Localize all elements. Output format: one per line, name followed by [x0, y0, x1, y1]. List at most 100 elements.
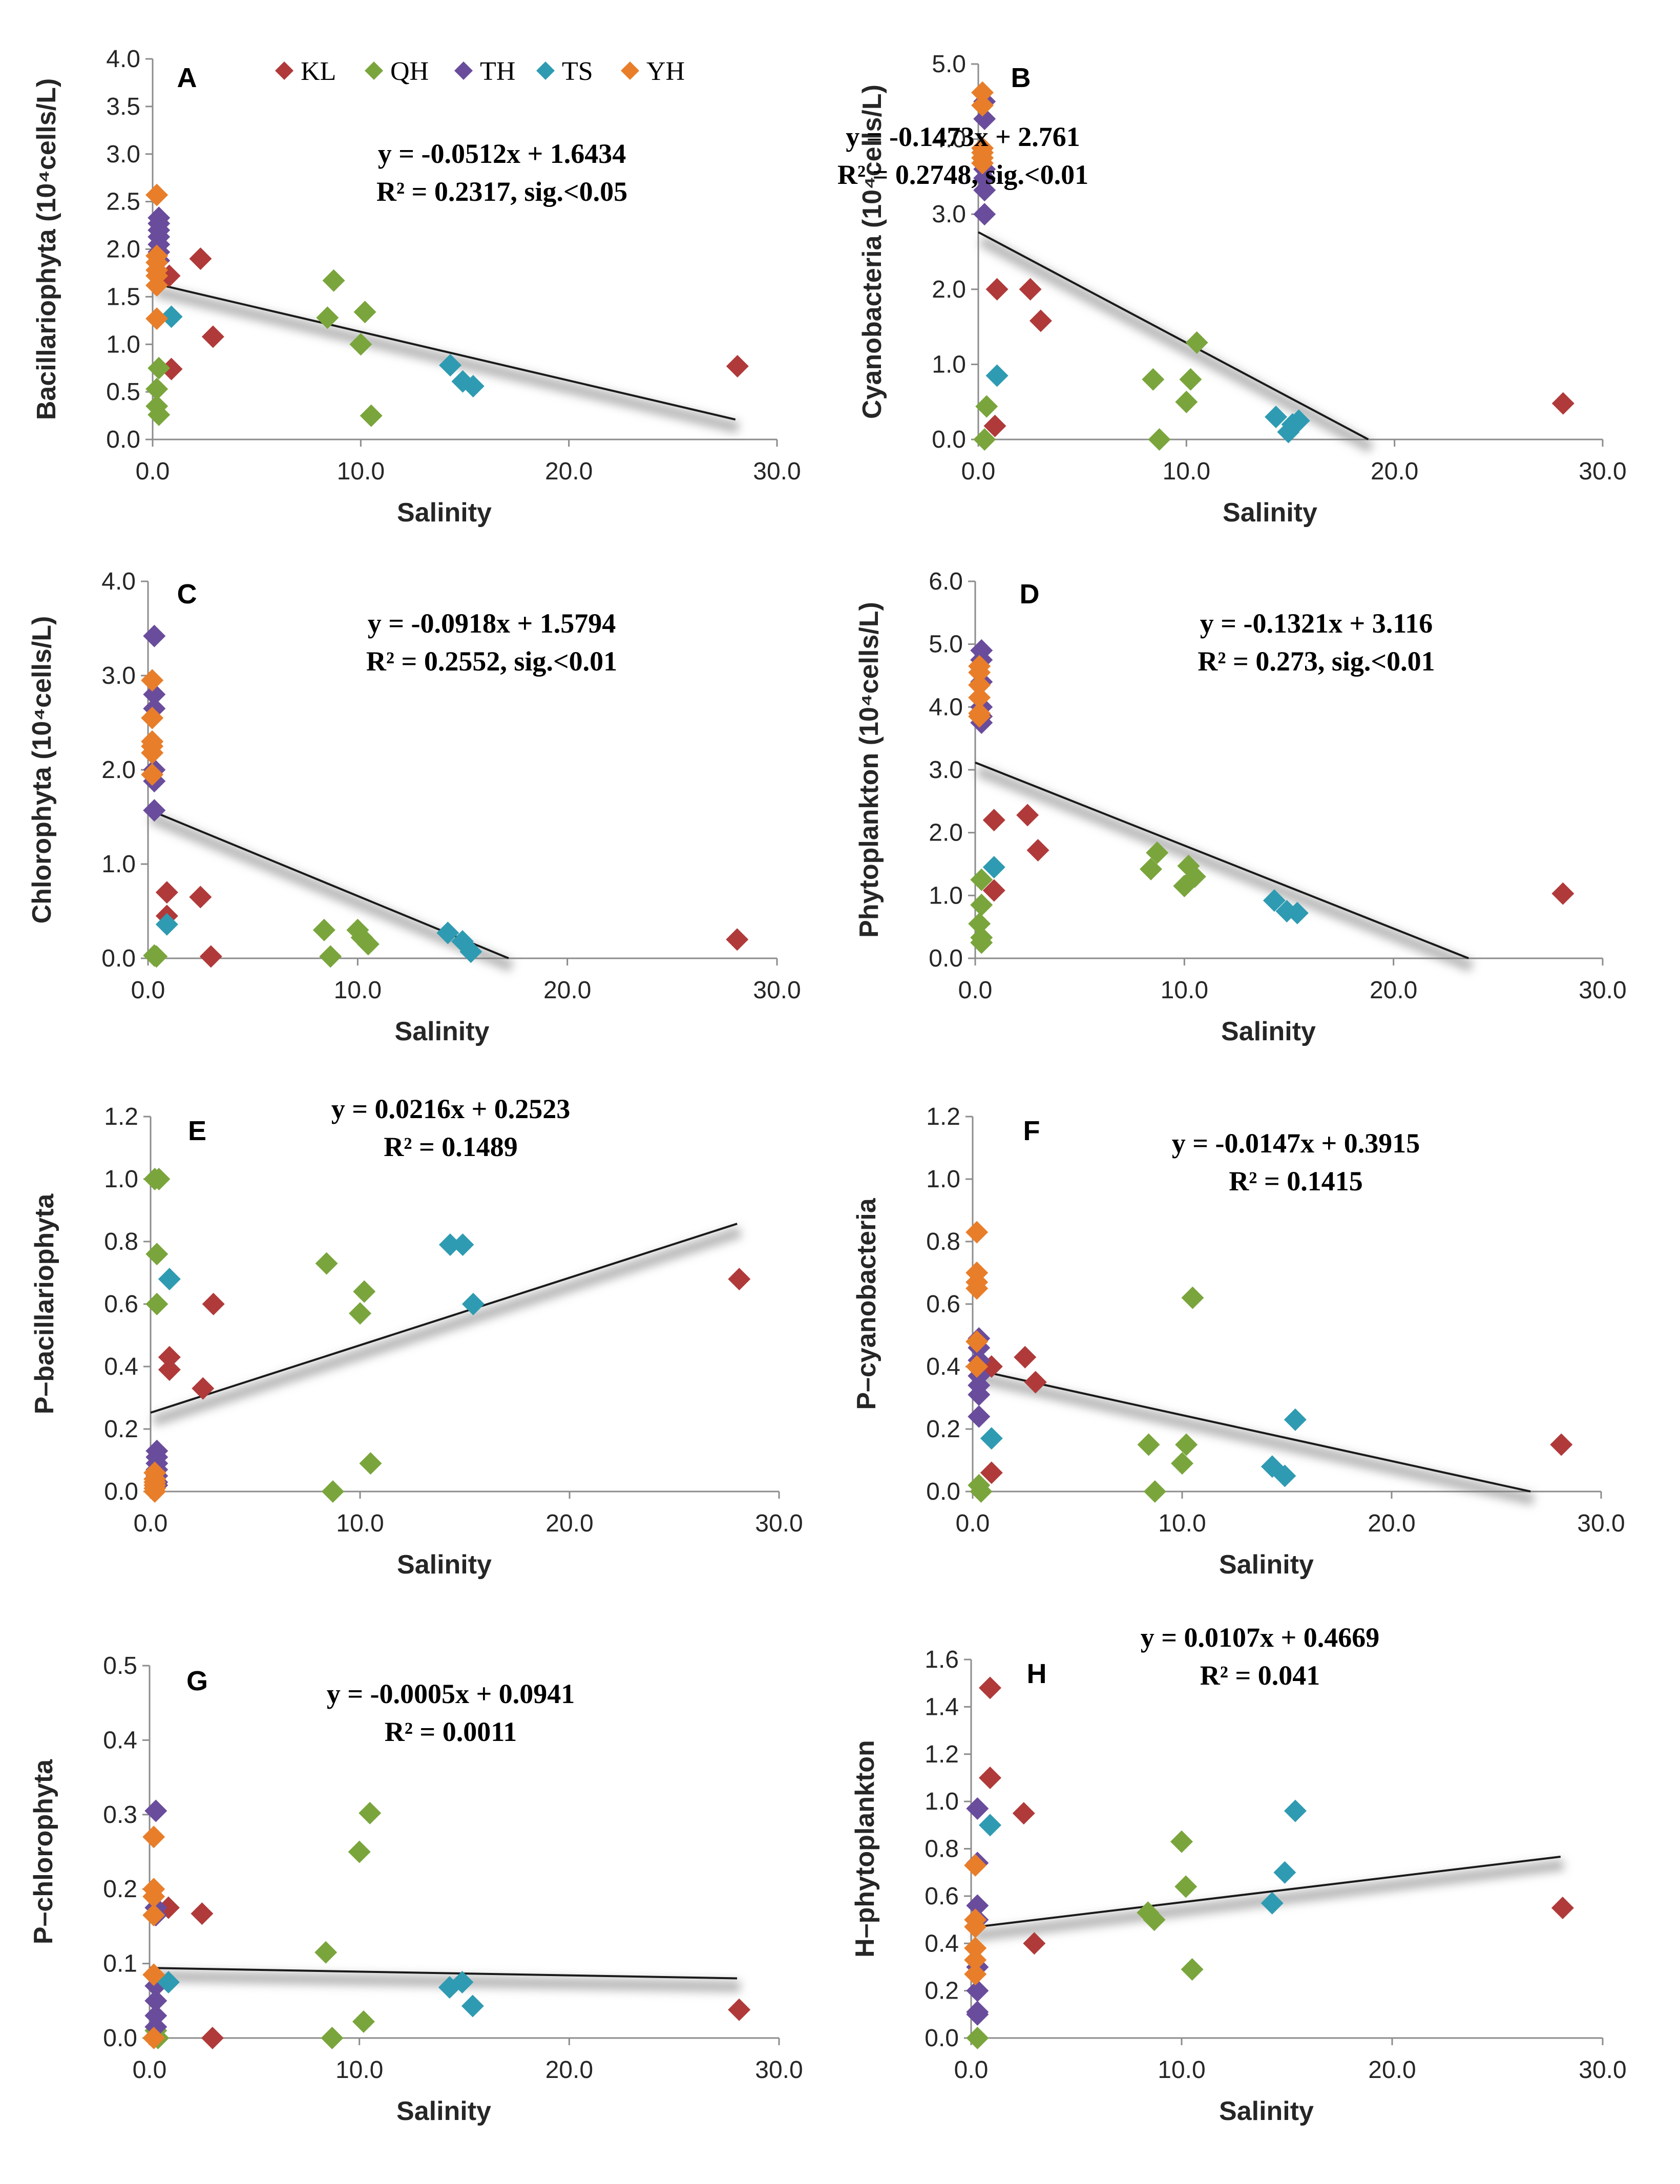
data-point-yh: [142, 2027, 165, 2049]
data-point-qh: [1137, 1433, 1160, 1456]
data-point-kl: [1551, 1896, 1574, 1919]
x-tick-label: 10.0: [336, 1510, 384, 1537]
data-point-ts: [459, 940, 482, 963]
legend-item-qh: QH: [365, 57, 429, 86]
data-point-yh: [971, 152, 994, 175]
y-tick-label: 3.0: [106, 141, 140, 168]
r-squared-label: R² = 0.2317, sig.<0.05: [376, 176, 627, 207]
data-point-ts: [451, 1970, 474, 1993]
regression-equation: y = -0.1473x + 2.761: [846, 121, 1080, 152]
data-point-kl: [189, 886, 212, 909]
x-tick-label: 0.0: [956, 1510, 990, 1537]
y-tick-label: 1.5: [106, 283, 140, 310]
data-point-th: [966, 2003, 989, 2026]
regression-equation: y = -0.0005x + 0.0941: [327, 1678, 575, 1709]
data-point-yh: [143, 1480, 166, 1503]
chart-panel-e: 0.0 0.2 0.4 0.6 0.8 1.0 1.2 0.0 10.0 20.0 30.0 Sali…: [30, 1094, 803, 1580]
data-point-th: [143, 799, 166, 822]
data-point-kl: [1029, 309, 1052, 332]
x-tick-label: 0.0: [958, 977, 993, 1004]
trendline: [978, 231, 1369, 440]
data-point-th: [144, 1989, 167, 2012]
data-point-kl: [192, 1377, 215, 1400]
chart-panel-g: 0.0 0.1 0.2 0.3 0.4 0.5 0.0 10.0 20.0 30.0 Salinit…: [29, 1652, 803, 2126]
panel-letter: B: [1011, 62, 1031, 93]
y-tick-label: 0.4: [103, 1727, 137, 1754]
y-tick-label: 0.3: [103, 1801, 137, 1829]
data-point-qh: [148, 403, 171, 426]
data-point-kl: [978, 1676, 1001, 1699]
x-tick-label: 20.0: [1370, 977, 1417, 1004]
y-tick-label: 0.4: [926, 1353, 960, 1380]
y-tick-label: 3.0: [929, 757, 963, 784]
chart-panel-d: 0.0 1.0 2.0 3.0 4.0 5.0 6.0 0.0 10.0 20.0 30.0 Sali…: [854, 568, 1627, 1046]
data-point-th: [966, 1979, 989, 2002]
y-tick-label: 4.0: [106, 46, 140, 73]
data-point-ts: [438, 1233, 461, 1256]
x-axis-title: Salinity: [1223, 498, 1317, 528]
x-tick-label: 0.0: [134, 1510, 168, 1537]
legend-label: QH: [390, 57, 429, 86]
y-tick-label: 1.0: [932, 351, 966, 378]
data-point-qh: [1175, 390, 1198, 413]
y-tick-label: 2.0: [932, 276, 966, 303]
data-point-yh: [971, 81, 994, 104]
y-tick-label: 2.5: [106, 188, 140, 216]
y-tick-label: 0.0: [932, 426, 966, 453]
y-tick-label: 1.0: [101, 851, 136, 878]
y-tick-label: 4.0: [932, 126, 966, 153]
x-tick-label: 10.0: [335, 2056, 383, 2084]
y-tick-label: 1.0: [926, 1166, 960, 1193]
x-tick-label: 10.0: [1163, 458, 1210, 485]
data-point-ts: [155, 913, 178, 936]
y-tick-label: 0.6: [925, 1883, 959, 1910]
data-point-yh: [142, 1904, 165, 1927]
data-point-kl: [1014, 1346, 1037, 1369]
data-point-qh: [968, 912, 991, 935]
data-point-qh: [348, 1840, 371, 1863]
legend-marker-kl: [275, 61, 293, 80]
data-point-qh: [359, 1452, 382, 1475]
r-squared-label: R² = 0.0011: [385, 1716, 517, 1747]
data-point-kl: [191, 1902, 214, 1925]
data-point-kl: [1551, 882, 1574, 905]
data-point-kl: [158, 1346, 181, 1369]
y-tick-label: 5.0: [929, 631, 963, 658]
data-point-kl: [160, 358, 183, 381]
x-axis-title: Salinity: [395, 1017, 490, 1046]
data-point-qh: [1142, 368, 1165, 391]
data-point-kl: [726, 928, 749, 951]
r-squared-label: R² = 0.2552, sig.<0.01: [366, 646, 617, 677]
data-point-qh: [145, 1293, 169, 1315]
r-squared-label: R² = 0.1489: [384, 1131, 517, 1162]
data-point-yh: [141, 741, 164, 764]
x-tick-label: 30.0: [1577, 1510, 1625, 1537]
data-point-qh: [353, 1280, 376, 1303]
data-point-kl: [983, 414, 1006, 437]
x-tick-label: 20.0: [545, 2056, 593, 2084]
data-point-kl: [728, 1268, 751, 1291]
data-point-th: [143, 683, 166, 706]
y-tick-label: 0.0: [101, 945, 136, 972]
x-tick-label: 0.0: [136, 458, 170, 485]
data-point-ts: [980, 1427, 1003, 1450]
data-point-qh: [322, 269, 345, 292]
data-point-qh: [349, 1302, 371, 1325]
data-point-qh: [353, 301, 376, 324]
data-point-kl: [201, 2027, 224, 2049]
data-point-qh: [975, 395, 998, 418]
y-tick-label: 1.0: [104, 1166, 138, 1193]
y-tick-label: 0.8: [104, 1228, 138, 1255]
trendline-shadow: [974, 1372, 1535, 1505]
data-point-yh: [965, 1330, 989, 1353]
data-point-qh: [145, 377, 169, 401]
x-tick-label: 20.0: [543, 977, 591, 1004]
panel-letter: A: [177, 62, 197, 93]
data-point-ts: [1265, 406, 1288, 429]
data-point-qh: [970, 1480, 993, 1503]
regression-equation: y = 0.0107x + 0.4669: [1141, 1622, 1380, 1653]
data-point-yh: [141, 706, 164, 729]
data-point-qh: [145, 945, 168, 968]
data-point-qh: [359, 1801, 382, 1824]
data-point-ts: [1261, 1892, 1284, 1915]
